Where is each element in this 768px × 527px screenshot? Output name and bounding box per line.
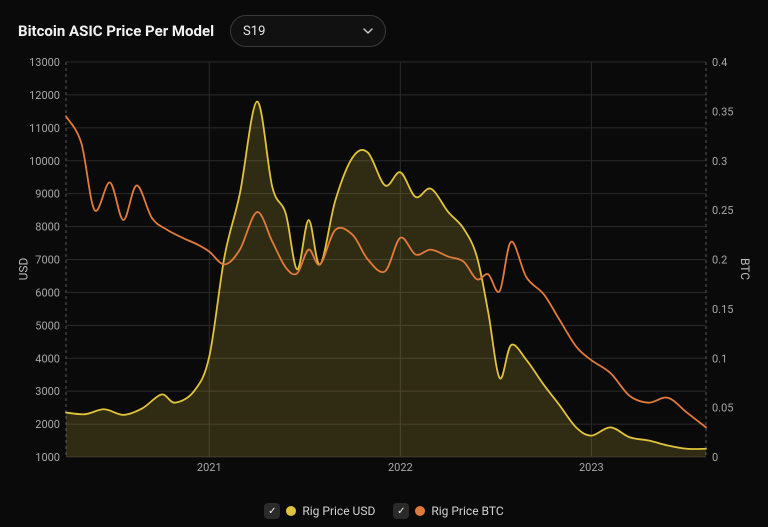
- svg-text:0.25: 0.25: [712, 204, 733, 217]
- header: Bitcoin ASIC Price Per Model S19: [18, 14, 750, 48]
- chevron-down-icon: [363, 26, 373, 36]
- svg-text:8000: 8000: [35, 221, 60, 234]
- svg-text:10000: 10000: [29, 155, 60, 168]
- chart-card: Bitcoin ASIC Price Per Model S19 USD BTC…: [0, 0, 768, 527]
- svg-text:0.4: 0.4: [712, 58, 727, 69]
- legend: ✓ Rig Price USD ✓ Rig Price BTC: [0, 503, 768, 519]
- svg-text:11000: 11000: [29, 122, 60, 135]
- svg-text:0.2: 0.2: [712, 254, 727, 267]
- chart-title: Bitcoin ASIC Price Per Model: [18, 22, 214, 40]
- check-icon: ✓: [264, 503, 280, 519]
- legend-item-btc[interactable]: ✓ Rig Price BTC: [393, 503, 503, 519]
- svg-text:0.3: 0.3: [712, 155, 727, 168]
- svg-text:9000: 9000: [35, 188, 60, 201]
- dropdown-value: S19: [243, 24, 265, 39]
- y-left-label: USD: [16, 257, 30, 280]
- check-icon: ✓: [393, 503, 409, 519]
- svg-text:6000: 6000: [35, 286, 60, 299]
- svg-text:0: 0: [712, 451, 718, 464]
- swatch-btc: [415, 506, 425, 516]
- y-right-label: BTC: [738, 257, 752, 279]
- svg-text:0.35: 0.35: [712, 105, 733, 118]
- svg-text:0.1: 0.1: [712, 352, 727, 365]
- legend-label-btc: Rig Price BTC: [431, 504, 503, 518]
- svg-text:2021: 2021: [197, 461, 222, 474]
- chart-area: USD BTC 1000 2000 3000 4000 5000 6000 7000 8000…: [18, 58, 750, 479]
- swatch-usd: [286, 506, 296, 516]
- model-dropdown[interactable]: S19: [230, 15, 386, 47]
- svg-text:2000: 2000: [35, 418, 60, 431]
- svg-text:4000: 4000: [35, 352, 60, 365]
- svg-text:0.15: 0.15: [712, 303, 733, 316]
- svg-text:3000: 3000: [35, 385, 60, 398]
- legend-label-usd: Rig Price USD: [302, 504, 375, 518]
- svg-text:12000: 12000: [29, 89, 60, 102]
- legend-item-usd[interactable]: ✓ Rig Price USD: [264, 503, 375, 519]
- svg-text:2022: 2022: [388, 461, 413, 474]
- svg-text:5000: 5000: [35, 319, 60, 332]
- svg-text:13000: 13000: [29, 58, 60, 69]
- chart-svg: 1000 2000 3000 4000 5000 6000 7000 8000 9000 1000…: [18, 58, 750, 479]
- svg-text:1000: 1000: [35, 451, 60, 464]
- svg-text:7000: 7000: [35, 254, 60, 267]
- svg-text:2023: 2023: [579, 461, 604, 474]
- svg-text:0.05: 0.05: [712, 402, 733, 415]
